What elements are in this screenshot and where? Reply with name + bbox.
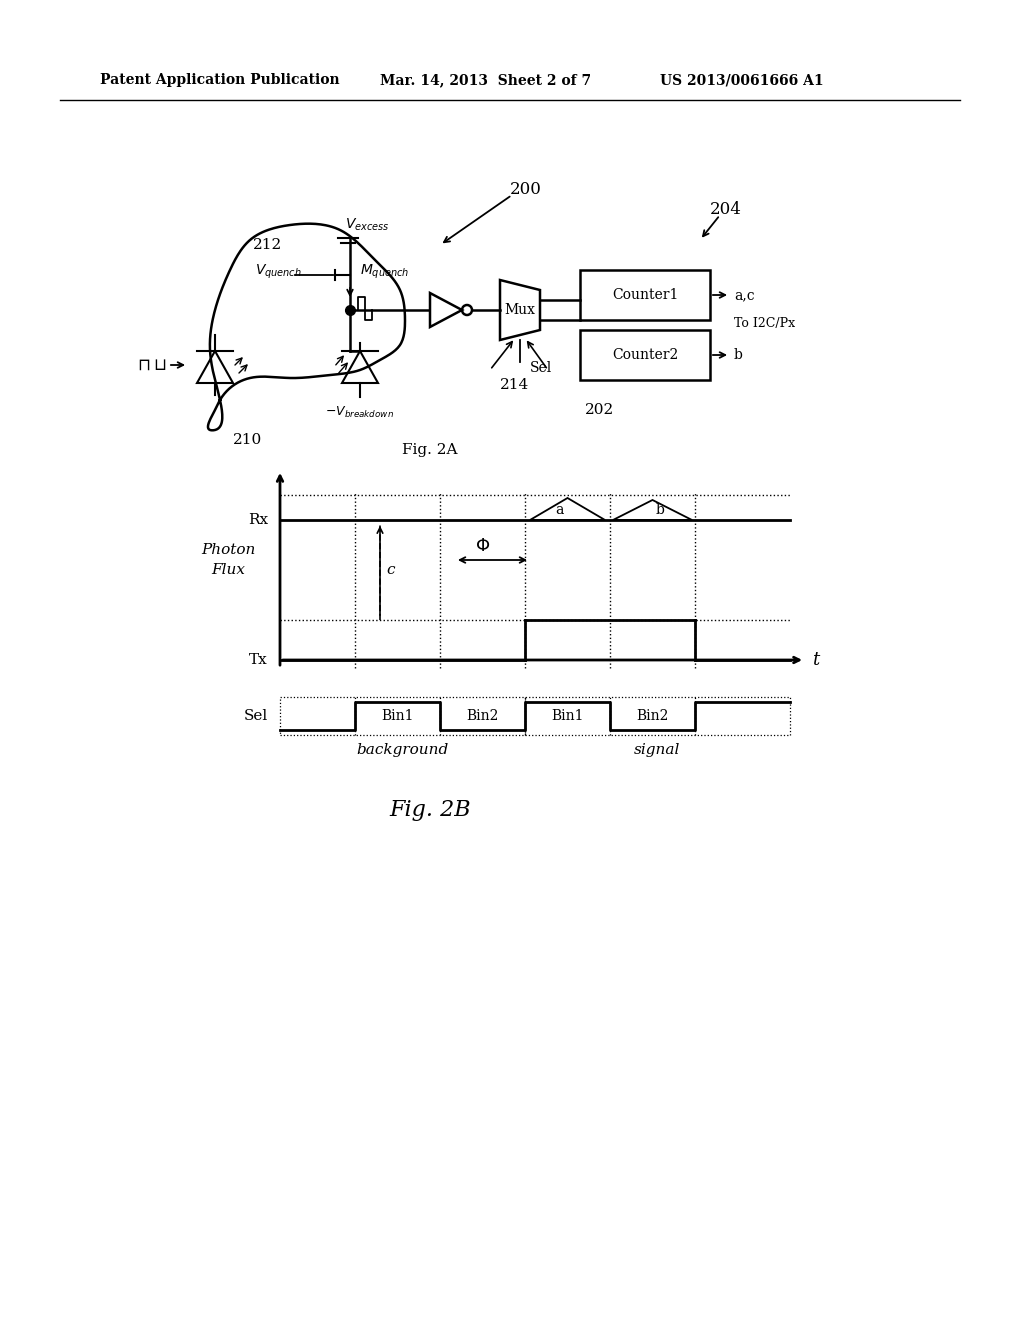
Text: Fig. 2A: Fig. 2A <box>402 444 458 457</box>
Text: Bin2: Bin2 <box>466 709 499 723</box>
Text: a: a <box>555 503 563 517</box>
Text: b: b <box>656 503 665 517</box>
Text: $\sqcap\sqcup$: $\sqcap\sqcup$ <box>137 356 167 374</box>
Text: Tx: Tx <box>249 653 268 667</box>
Text: Bin1: Bin1 <box>551 709 584 723</box>
Text: $V_{excess}$: $V_{excess}$ <box>345 216 389 234</box>
Text: c: c <box>386 564 394 577</box>
Text: 212: 212 <box>253 238 283 252</box>
Text: 200: 200 <box>510 181 542 198</box>
Text: Bin2: Bin2 <box>636 709 669 723</box>
Text: To I2C/Px: To I2C/Px <box>734 317 795 330</box>
Text: 204: 204 <box>710 202 741 219</box>
Text: signal: signal <box>634 743 681 756</box>
Text: Counter1: Counter1 <box>611 288 678 302</box>
Text: 214: 214 <box>501 378 529 392</box>
Text: Fig. 2B: Fig. 2B <box>389 799 471 821</box>
Text: Bin1: Bin1 <box>381 709 414 723</box>
Text: Sel: Sel <box>530 360 552 375</box>
Text: $\Phi$: $\Phi$ <box>475 537 490 554</box>
Bar <box>580 330 710 380</box>
Text: a,c: a,c <box>734 288 755 302</box>
Text: Photon
Flux: Photon Flux <box>201 544 255 577</box>
Text: Patent Application Publication: Patent Application Publication <box>100 73 340 87</box>
Text: $V_{quench}$: $V_{quench}$ <box>255 263 302 281</box>
Text: Mar. 14, 2013  Sheet 2 of 7: Mar. 14, 2013 Sheet 2 of 7 <box>380 73 591 87</box>
Text: background: background <box>356 743 449 756</box>
Text: 210: 210 <box>233 433 262 447</box>
Text: 202: 202 <box>585 403 614 417</box>
Text: $-V_{breakdown}$: $-V_{breakdown}$ <box>326 404 394 420</box>
Text: Sel: Sel <box>244 709 268 723</box>
Text: Mux: Mux <box>505 304 536 317</box>
Bar <box>580 271 710 319</box>
Text: Rx: Rx <box>248 513 268 527</box>
Text: b: b <box>734 348 742 362</box>
Text: Counter2: Counter2 <box>612 348 678 362</box>
Text: US 2013/0061666 A1: US 2013/0061666 A1 <box>660 73 823 87</box>
Text: $M_{quench}$: $M_{quench}$ <box>360 263 410 281</box>
Text: t: t <box>812 651 819 669</box>
